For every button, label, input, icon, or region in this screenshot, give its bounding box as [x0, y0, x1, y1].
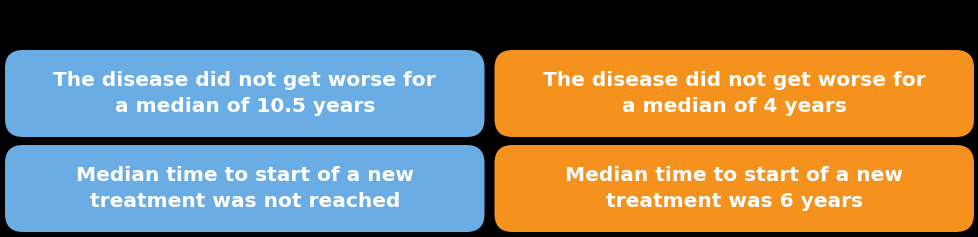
FancyBboxPatch shape — [494, 145, 973, 232]
Text: The disease did not get worse for
a median of 4 years: The disease did not get worse for a medi… — [543, 71, 924, 116]
Text: Median time to start of a new
treatment was not reached: Median time to start of a new treatment … — [75, 166, 414, 211]
FancyBboxPatch shape — [494, 50, 973, 137]
Text: Median time to start of a new
treatment was 6 years: Median time to start of a new treatment … — [564, 166, 903, 211]
FancyBboxPatch shape — [5, 50, 484, 137]
FancyBboxPatch shape — [5, 145, 484, 232]
Text: The disease did not get worse for
a median of 10.5 years: The disease did not get worse for a medi… — [54, 71, 435, 116]
